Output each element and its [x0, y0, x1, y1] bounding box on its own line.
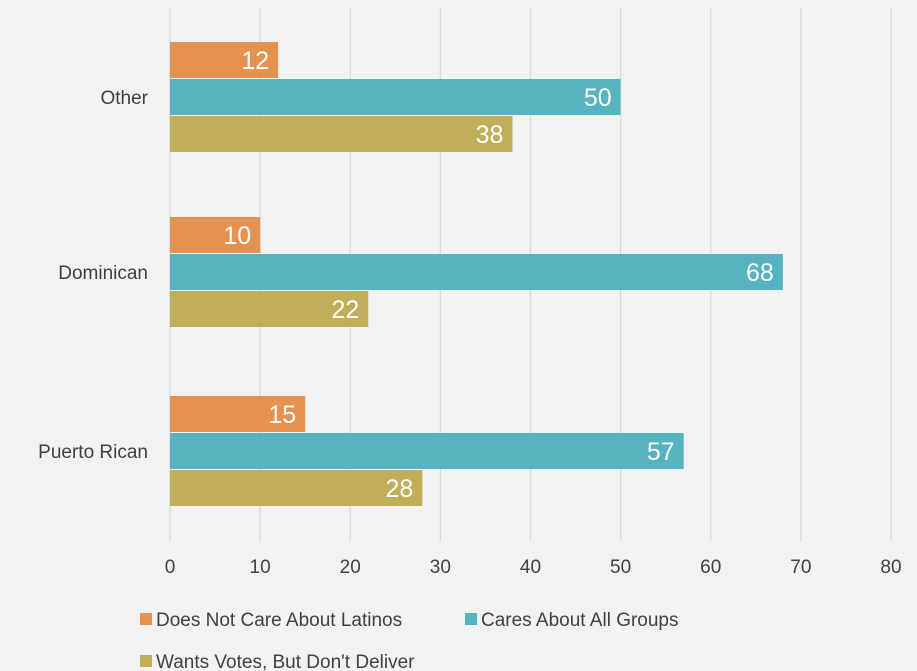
bar-other-series-3	[170, 116, 513, 152]
data-label-dominican-series-2: 68	[746, 259, 774, 287]
data-label-other-series-3: 38	[476, 121, 504, 149]
legend-label-2: Cares About All Groups	[481, 610, 679, 631]
data-label-puerto-rican-series-2: 57	[647, 438, 675, 466]
tick-label-20: 20	[340, 557, 361, 578]
tick-label-70: 70	[790, 557, 811, 578]
data-label-dominican-series-1: 10	[223, 222, 251, 250]
data-label-dominican-series-3: 22	[331, 296, 359, 324]
legend-item-3: Wants Votes, But Don't Deliver	[140, 652, 415, 671]
tick-label-50: 50	[610, 557, 631, 578]
bar-dominican-series-2	[170, 254, 783, 290]
data-label-puerto-rican-series-1: 15	[268, 401, 296, 429]
bars	[170, 42, 783, 506]
bar-other-series-1	[170, 42, 279, 78]
tick-label-60: 60	[700, 557, 721, 578]
category-axis: Other Dominican Puerto Rican	[38, 88, 149, 463]
category-label-other: Other	[100, 88, 148, 109]
legend-label-3: Wants Votes, But Don't Deliver	[156, 652, 415, 671]
legend-swatch-1	[140, 613, 152, 625]
data-label-other-series-1: 12	[241, 47, 269, 75]
bar-other-series-2	[170, 79, 621, 115]
tick-label-40: 40	[520, 557, 541, 578]
bar-dominican-series-1	[170, 217, 261, 253]
tick-label-80: 80	[880, 557, 901, 578]
bar-dominican-series-3	[170, 291, 369, 327]
bar-puerto-rican-series-3	[170, 470, 423, 506]
data-label-puerto-rican-series-3: 28	[386, 475, 414, 503]
bar-puerto-rican-series-1	[170, 396, 306, 432]
tick-label-30: 30	[430, 557, 451, 578]
legend-swatch-2	[465, 613, 477, 625]
legend-item-1: Does Not Care About Latinos	[140, 610, 402, 631]
legend-label-1: Does Not Care About Latinos	[156, 610, 402, 631]
legend-swatch-3	[140, 655, 152, 667]
data-labels: 12 50 38 10 68 22 15 57 28	[223, 47, 774, 503]
data-label-other-series-2: 50	[584, 84, 612, 112]
value-axis: 0 10 20 30 40 50 60 70 80	[165, 557, 902, 578]
legend: Does Not Care About Latinos Cares About A…	[140, 610, 679, 671]
tick-label-0: 0	[165, 557, 176, 578]
bar-puerto-rican-series-2	[170, 433, 684, 469]
legend-item-2: Cares About All Groups	[465, 610, 679, 631]
category-label-dominican: Dominican	[58, 263, 148, 284]
category-label-puerto-rican: Puerto Rican	[38, 442, 148, 463]
tick-label-10: 10	[250, 557, 271, 578]
